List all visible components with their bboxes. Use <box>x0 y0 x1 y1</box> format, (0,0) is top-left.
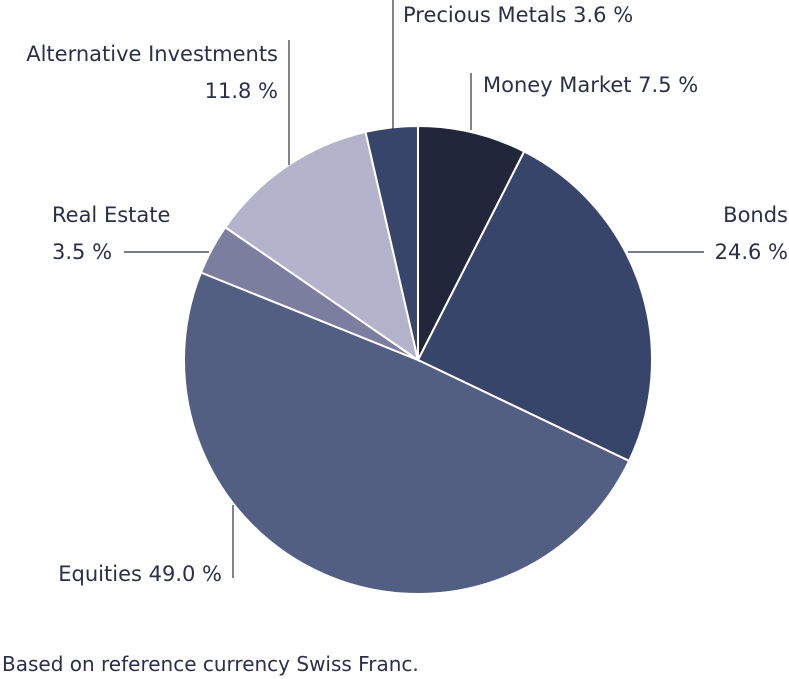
label-leader-lines <box>124 0 704 578</box>
slice-label-precious-metals: Precious Metals 3.6 % <box>403 3 633 27</box>
pie-slice-alternative-investments <box>223 130 420 363</box>
slice-label-real-estate: Real Estate <box>52 203 170 227</box>
pie-slice-money-market <box>417 124 526 361</box>
slice-value-alternative-investments: 11.8 % <box>205 79 278 103</box>
pie-slice-equities <box>183 271 631 595</box>
pie-slice-bonds <box>416 150 653 463</box>
chart-footnote: Based on reference currency Swiss Franc. <box>2 652 419 676</box>
slice-labels: Money Market 7.5 % Bonds 24.6 % Equities 49… <box>26 3 788 586</box>
slice-label-money-market: Money Market 7.5 % <box>483 73 698 97</box>
slice-label-bonds: Bonds <box>723 203 788 227</box>
pie-slices <box>183 124 653 595</box>
pie-slice-precious-metals <box>364 124 419 361</box>
slice-label-alternative-investments: Alternative Investments <box>26 42 278 66</box>
slice-value-bonds: 24.6 % <box>715 240 788 264</box>
slice-value-real-estate: 3.5 % <box>52 240 112 264</box>
slice-label-equities: Equities 49.0 % <box>58 562 222 586</box>
